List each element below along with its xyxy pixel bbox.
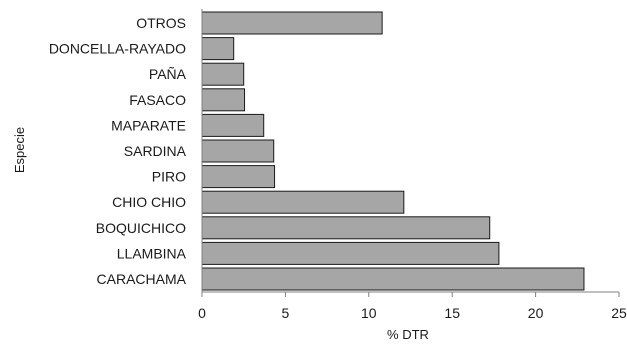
category-label-paña: PAÑA (149, 66, 187, 82)
category-label-doncella-rayado: DONCELLA-RAYADO (49, 41, 186, 57)
category-label-maparate: MAPARATE (111, 117, 186, 133)
bar-doncella-rayado (201, 37, 235, 61)
category-label-fasaco: FASACO (129, 92, 186, 108)
bar-chio-chio (201, 190, 405, 214)
x-tick-label-20: 20 (528, 305, 544, 321)
category-label-boquichico: BOQUICHICO (96, 220, 186, 236)
category-label-otros: OTROS (136, 15, 186, 31)
x-tick-label-15: 15 (444, 305, 460, 321)
x-tick-label-0: 0 (198, 305, 206, 321)
bar-sardina (201, 139, 275, 163)
y-axis-title: Especie (12, 127, 27, 173)
bar-piro (201, 165, 276, 189)
bar-llambina (201, 241, 500, 265)
bar-otros (201, 11, 383, 35)
x-tick-label-25: 25 (611, 305, 627, 321)
category-labels: OTROS DONCELLA-RAYADO PAÑA FASACO MAPARATE SA… (49, 15, 187, 287)
bar-fasaco (201, 88, 246, 112)
bar-maparate (201, 113, 265, 137)
x-tick-label-5: 5 (282, 305, 290, 321)
bars-layer (201, 11, 585, 291)
x-tick-label-10: 10 (361, 305, 377, 321)
category-label-llambina: LLAMBINA (117, 245, 187, 261)
category-label-sardina: SARDINA (124, 143, 187, 159)
bar-boquichico (201, 216, 491, 240)
category-label-piro: PIRO (152, 169, 186, 185)
x-axis-title: % DTR (387, 327, 429, 342)
category-label-chio-chio: CHIO CHIO (112, 194, 186, 210)
category-label-carachama: CARACHAMA (97, 271, 187, 287)
bar-carachama (201, 267, 585, 291)
x-axis-ticks: 0 5 10 15 20 25 (198, 292, 627, 321)
bar-paña (201, 62, 245, 86)
